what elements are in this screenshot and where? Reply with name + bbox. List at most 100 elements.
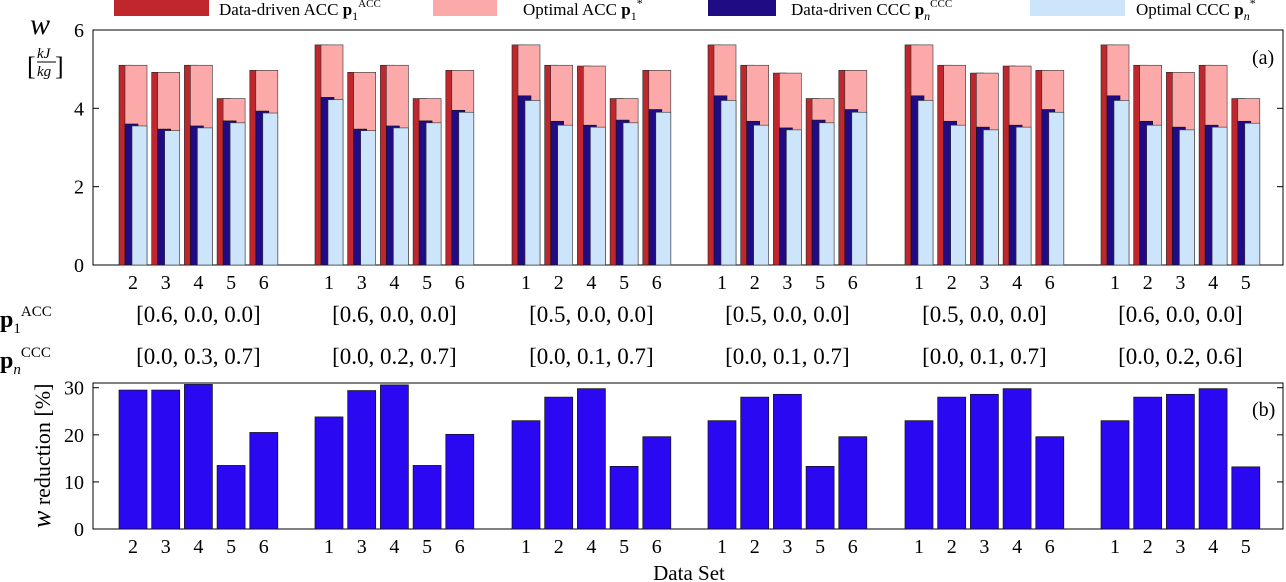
bar-opt-ccc (1244, 122, 1261, 266)
param-acc-value: [0.5, 0.0, 0.0] (529, 302, 654, 327)
y-tick-label: 20 (64, 425, 84, 447)
x-tick-label: 6 (1045, 272, 1055, 294)
x-tick-label: 1 (324, 272, 334, 294)
param-acc-value: [0.6, 0.0, 0.0] (136, 302, 261, 327)
bar-reduction (1231, 466, 1261, 530)
bar-opt-ccc (753, 124, 770, 266)
x-tick-label: 1 (717, 536, 727, 558)
x-tick-label: 1 (914, 536, 924, 558)
bar-opt-ccc (622, 122, 639, 266)
bar-opt-ccc (1048, 111, 1065, 266)
x-tick-label: 3 (161, 536, 171, 558)
bar-opt-ccc (1179, 129, 1195, 266)
bar-opt-ccc (983, 129, 999, 266)
legend-label-opt-ccc: Optimal CCC pn* (1136, 0, 1256, 23)
bar-reduction (838, 436, 868, 530)
x-tick-label: 1 (521, 272, 531, 294)
x-tick-label: 2 (554, 536, 564, 558)
x-tick-label: 4 (1012, 272, 1022, 294)
x-tick-label: 3 (1175, 536, 1185, 558)
x-tick-label: 4 (1208, 536, 1218, 558)
x-tick-label: 5 (815, 536, 825, 558)
legend-swatch-dd-acc (114, 0, 209, 16)
bar-reduction (1035, 436, 1065, 530)
bar-opt-ccc (197, 127, 213, 266)
x-tick-label: 3 (782, 536, 792, 558)
x-tick-label: 4 (193, 272, 203, 294)
x-tick-label: 5 (1241, 536, 1251, 558)
bar-reduction (1166, 393, 1195, 530)
bar-opt-ccc (1113, 100, 1130, 266)
x-tick-label: 4 (1012, 536, 1022, 558)
x-tick-label: 6 (848, 536, 858, 558)
bar-opt-ccc (425, 122, 442, 266)
x-tick-label: 4 (389, 536, 399, 558)
bar-reduction (380, 384, 409, 530)
x-tick-label: 4 (1208, 272, 1218, 294)
bar-reduction (1100, 420, 1130, 530)
legend-swatch-dd-ccc (708, 0, 776, 16)
x-tick-label: 4 (389, 272, 399, 294)
bar-reduction (544, 396, 574, 530)
bar-reduction (216, 465, 246, 530)
bar-opt-ccc (262, 112, 279, 266)
x-tick-label: 6 (652, 272, 662, 294)
x-tick-label: 4 (586, 536, 596, 558)
x-tick-label: 3 (357, 272, 367, 294)
panel-a-bars (118, 44, 1261, 266)
x-tick-label: 3 (161, 272, 171, 294)
x-tick-label: 3 (1175, 272, 1185, 294)
bar-reduction (740, 396, 770, 530)
x-tick-label: 6 (1045, 536, 1055, 558)
param-acc-value: [0.5, 0.0, 0.0] (725, 302, 850, 327)
bar-opt-ccc (1146, 124, 1162, 266)
param-ccc-value: [0.0, 0.1, 0.7] (725, 344, 850, 369)
x-tick-label: 6 (652, 536, 662, 558)
x-tick-label: 2 (947, 272, 957, 294)
svg-text:]: ] (55, 52, 64, 81)
y-tick-label: 4 (74, 98, 84, 120)
bar-opt-ccc (524, 100, 541, 266)
legend-swatch-opt-acc (433, 0, 497, 16)
panel-a-y-label: w (30, 8, 50, 41)
bar-opt-ccc (1211, 126, 1228, 266)
bar-reduction (118, 389, 148, 530)
x-tick-label: 5 (619, 272, 629, 294)
bar-opt-ccc (360, 130, 377, 266)
bar-reduction (707, 420, 737, 530)
bar-reduction (904, 420, 934, 530)
x-tick-label: 5 (226, 272, 236, 294)
x-tick-label: 1 (914, 272, 924, 294)
bar-opt-ccc (164, 130, 180, 266)
x-tick-label: 6 (455, 272, 465, 294)
param-ccc-value: [0.0, 0.3, 0.7] (136, 344, 261, 369)
x-tick-label: 1 (1110, 272, 1120, 294)
param-row-label-acc: p1ACC (0, 304, 52, 337)
x-tick-label: 4 (586, 272, 596, 294)
y-tick-label: 30 (64, 378, 84, 400)
param-acc-value: [0.5, 0.0, 0.0] (922, 302, 1047, 327)
bar-reduction (577, 388, 606, 530)
x-tick-label: 5 (619, 536, 629, 558)
bar-opt-ccc (131, 125, 148, 266)
legend-label-opt-acc: Optimal ACC p1* (523, 0, 643, 23)
panel-b-frame (92, 382, 1284, 530)
y-tick-label: 0 (74, 255, 84, 277)
bar-reduction (151, 389, 181, 530)
unit-denominator: kg (37, 64, 52, 80)
bar-reduction (184, 384, 213, 530)
x-tick-label: 3 (979, 536, 989, 558)
bar-reduction (805, 466, 835, 530)
legend-label-dd-acc: Data-driven ACC p1ACC (219, 0, 381, 23)
panel-b-y-ticks: 0 10 20 30 (64, 378, 1283, 541)
bar-reduction (445, 433, 475, 530)
legend: Data-driven ACC p1ACC Optimal ACC p1* Da… (114, 0, 1256, 23)
x-tick-label: 2 (750, 272, 760, 294)
x-axis-title: Data Set (653, 561, 725, 582)
bar-opt-ccc (720, 100, 737, 266)
panel-b-label: (b) (1252, 399, 1275, 421)
legend-swatch-opt-ccc (1030, 0, 1125, 16)
bar-opt-ccc (590, 126, 606, 266)
